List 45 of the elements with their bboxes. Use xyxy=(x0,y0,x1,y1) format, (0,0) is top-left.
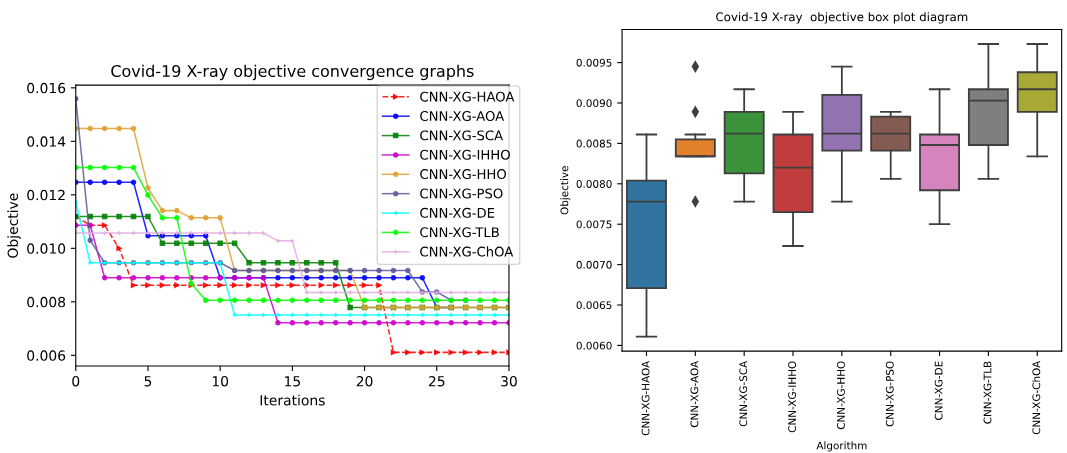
x-tick-label: CNN-XG-SCA xyxy=(739,360,748,427)
legend-label: CNN-XG-PSO xyxy=(420,188,503,199)
x-tick-label: CNN-XG-HAOA xyxy=(641,360,650,436)
x-tick-label: 25 xyxy=(428,375,445,387)
legend-label: CNN-XG-HHO xyxy=(420,169,506,180)
x-tick-label: 20 xyxy=(356,375,373,387)
y-tick-label: 0.0070 xyxy=(576,260,612,269)
y-axis-title: Objective xyxy=(7,193,21,258)
x-tick-label: CNN-XG-PSO xyxy=(885,361,894,427)
y-tick-label: 0.0080 xyxy=(576,180,612,188)
y-tick-label: 0.0075 xyxy=(576,220,612,229)
y-tick-label: 0.0085 xyxy=(576,139,612,148)
y-axis-title: Objective xyxy=(560,166,571,215)
y-tick-label: 0.006 xyxy=(27,350,66,361)
x-tick-label: CNN-XG-HHO xyxy=(837,361,845,430)
y-tick-label: 0.016 xyxy=(27,82,66,94)
chart-title: Covid-19 X-ray objective box plot diagram xyxy=(716,12,968,24)
legend-label: CNN-XG-SCA xyxy=(420,130,504,141)
y-tick-label: 0.0095 xyxy=(576,58,612,67)
y-tick-label: 0.014 xyxy=(27,136,66,147)
x-tick-label: CNN-XG-DE xyxy=(934,361,943,420)
legend-label: CNN-XG-ChOA xyxy=(420,246,514,257)
x-tick-label: CNN-XG-IHHO xyxy=(788,361,797,433)
y-tick-label: 0.008 xyxy=(27,296,66,308)
y-tick-label: 0.012 xyxy=(27,189,65,201)
legend-label: CNN-XG-IHHO xyxy=(420,149,510,160)
legend-label: CNN-XG-HAOA xyxy=(420,91,515,102)
x-tick-label: 5 xyxy=(144,376,152,387)
x-tick-label: CNN-XG-AOA xyxy=(690,360,699,428)
x-tick-label: CNN-XG-ChOA xyxy=(1032,360,1041,435)
x-tick-label: 15 xyxy=(285,376,300,387)
x-axis-title: Iterations xyxy=(260,394,325,406)
y-tick-label: 0.0090 xyxy=(576,99,612,108)
y-tick-label: 0.010 xyxy=(27,243,66,254)
legend-label: CNN-XG-DE xyxy=(420,207,495,218)
x-tick-label: 10 xyxy=(212,375,229,387)
y-tick-label: 0.0060 xyxy=(576,341,612,350)
x-tick-label: 0 xyxy=(72,375,80,387)
y-tick-label: 0.0065 xyxy=(576,301,612,310)
x-axis-title: Algorithm xyxy=(816,441,867,452)
legend-label: CNN-XG-AOA xyxy=(420,111,505,121)
legend-label: CNN-XG-TLB xyxy=(420,227,499,238)
x-tick-label: CNN-XG-TLB xyxy=(983,361,992,424)
chart-title: Covid-19 X-ray objective convergence graphs xyxy=(111,64,474,81)
x-tick-label: 30 xyxy=(501,375,517,387)
